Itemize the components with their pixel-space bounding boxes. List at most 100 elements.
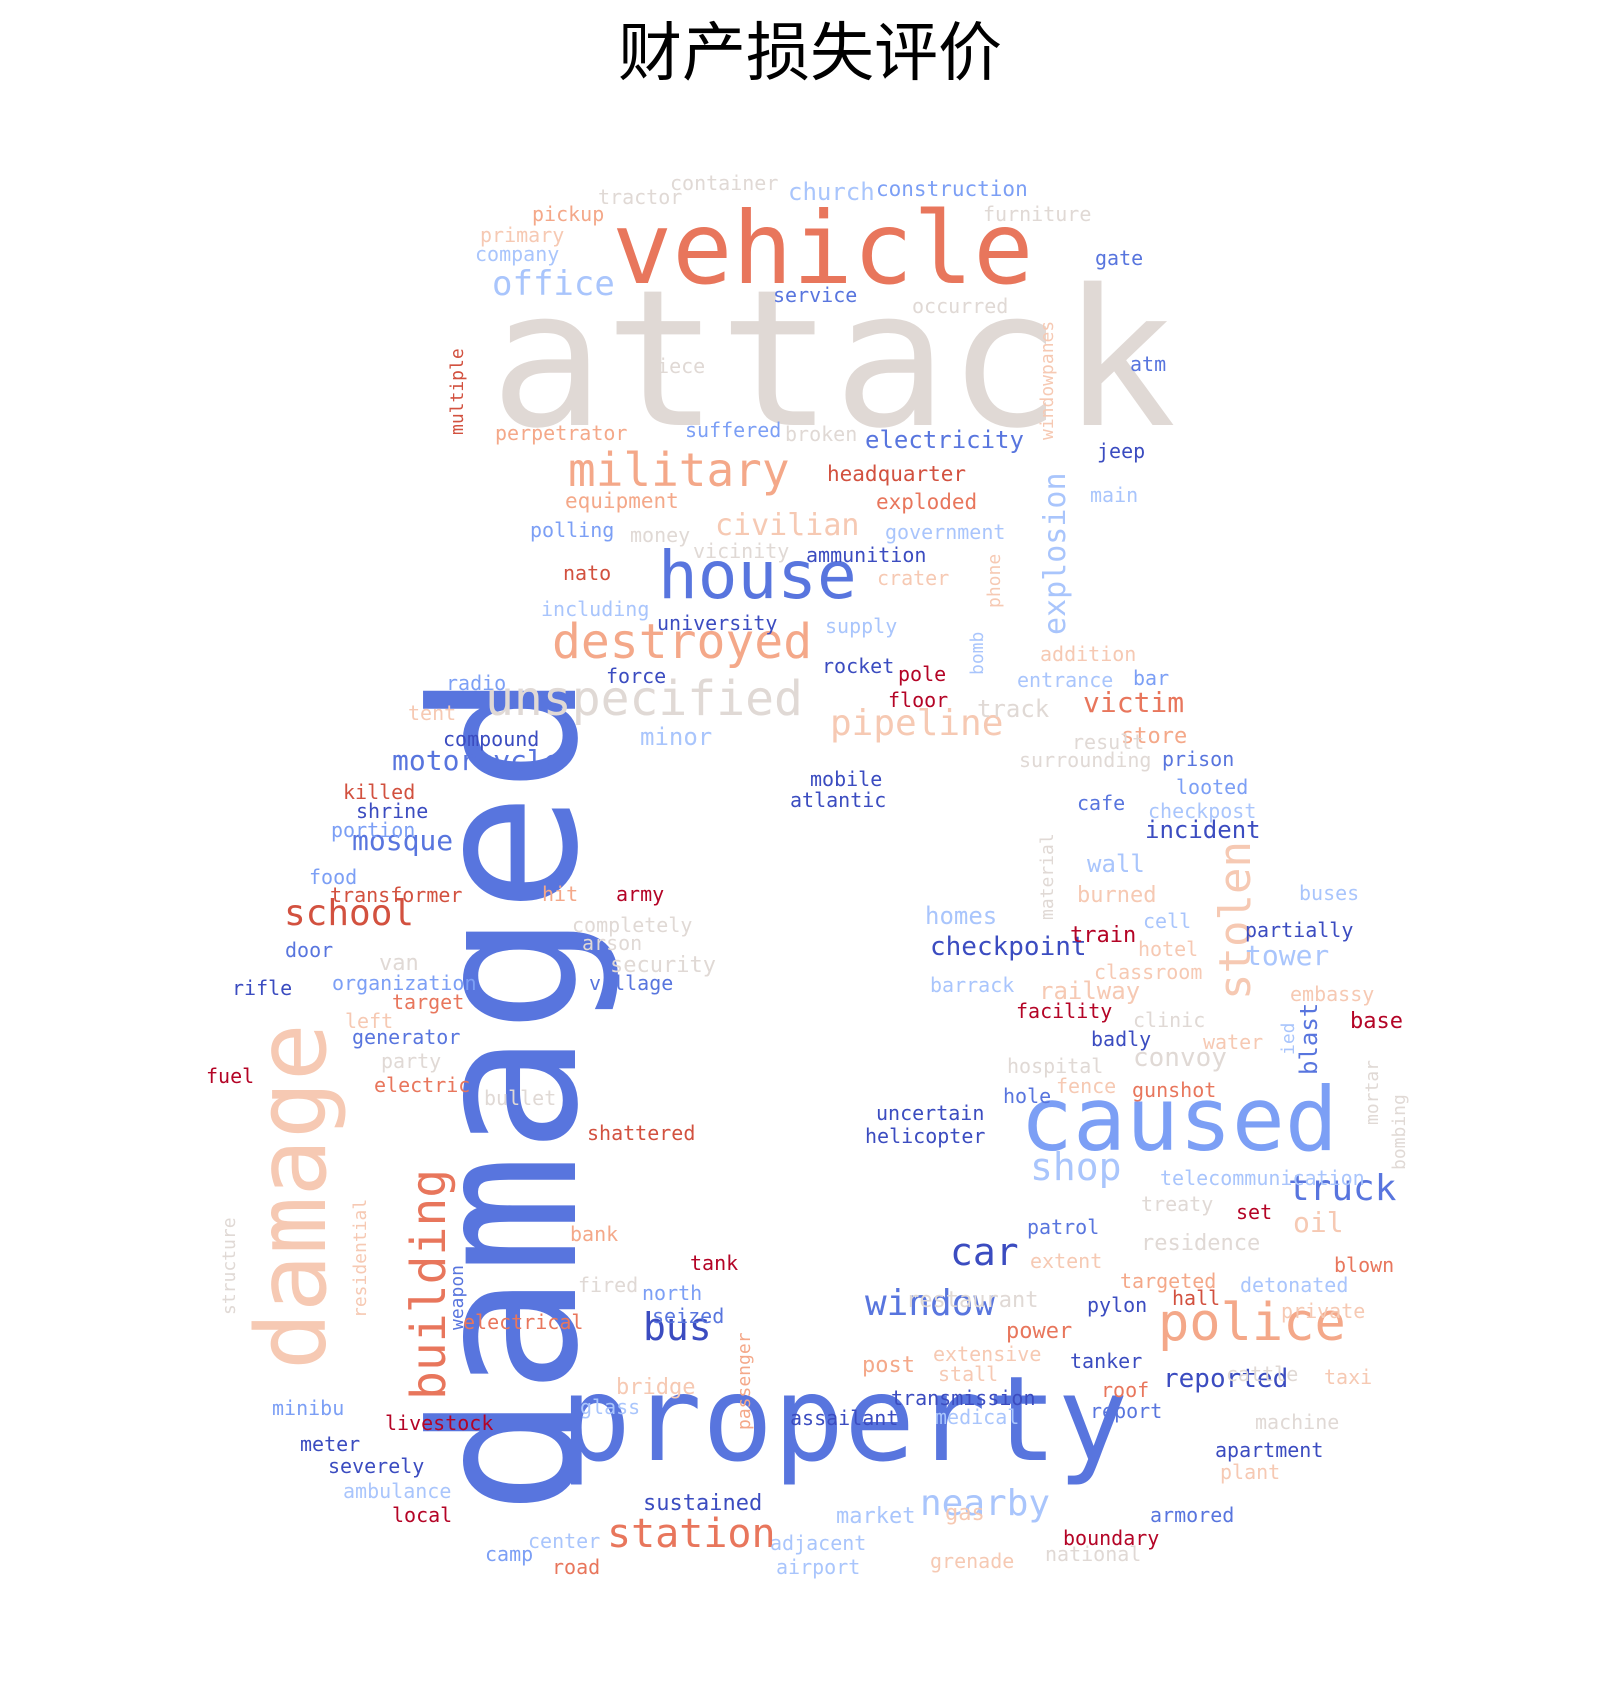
word-glass: glass [580, 1395, 640, 1419]
word-post: post [862, 1353, 915, 1378]
word-water: water [1203, 1030, 1263, 1054]
word-atlantic: atlantic [790, 788, 886, 812]
word-machine: machine [1255, 1410, 1339, 1434]
chart-title: 财产损失评价 [618, 17, 1002, 91]
word-headquarter: headquarter [827, 462, 966, 486]
word-village: village [589, 971, 673, 995]
word-tanker: tanker [1070, 1349, 1142, 1373]
word-transmission: transmission [891, 1386, 1036, 1410]
word-army: army [616, 882, 664, 906]
word-weapon: weapon [447, 1265, 468, 1330]
word-target: target [392, 990, 464, 1014]
word-result: result [1072, 730, 1144, 754]
word-nearby: nearby [920, 1483, 1050, 1524]
word-targeted: targeted [1120, 1269, 1216, 1293]
word-radio: radio [446, 671, 506, 695]
word-assailant: assailant [790, 1406, 898, 1430]
word-bar: bar [1133, 666, 1169, 690]
word-severely: severely [328, 1454, 424, 1478]
word-completely: completely [572, 913, 692, 937]
word-container: container [670, 171, 778, 195]
word-shrine: shrine [356, 799, 428, 823]
word-van: van [379, 951, 419, 976]
word-equipment: equipment [565, 489, 679, 513]
word-roof: roof [1101, 1378, 1149, 1402]
word-bus: bus [643, 1305, 712, 1349]
word-livestock: livestock [385, 1411, 493, 1435]
word-cafe: cafe [1077, 791, 1125, 815]
word-pipeline: pipeline [830, 703, 1003, 744]
word-electrical: electrical [463, 1310, 583, 1334]
word-phone: phone [984, 554, 1005, 608]
word-mosque: mosque [352, 824, 453, 857]
word-tent: tent [408, 701, 456, 725]
word-left: left [345, 1009, 393, 1033]
word-fence: fence [1056, 1074, 1116, 1098]
word-rocket: rocket [822, 654, 894, 678]
word-caused: caused [1020, 1068, 1338, 1171]
word-bomb: bomb [967, 632, 988, 675]
word-exploded: exploded [876, 490, 977, 514]
word-primary: primary [480, 223, 564, 247]
word-arson: arson [582, 931, 642, 955]
word-suffered: suffered [685, 418, 781, 442]
word-bridge: bridge [616, 1375, 695, 1400]
word-extensive: extensive [933, 1342, 1041, 1366]
word-multiple: multiple [447, 348, 468, 435]
word-hole: hole [1003, 1084, 1051, 1108]
word-shattered: shattered [587, 1121, 695, 1145]
word-homes: homes [925, 902, 997, 930]
word-residential: residential [350, 1199, 371, 1318]
word-armored: armored [1150, 1503, 1234, 1527]
word-ambulance: ambulance [343, 1479, 451, 1503]
word-damaged: damaged [390, 672, 623, 1515]
word-rifle: rifle [232, 976, 292, 1000]
word-floor: floor [888, 688, 948, 712]
word-office: office [492, 264, 615, 304]
word-window: window [865, 1283, 995, 1324]
word-property: property [560, 1350, 1128, 1488]
word-north: north [642, 1281, 702, 1305]
word-construction: construction [876, 177, 1028, 201]
word-incident: incident [1145, 816, 1261, 844]
word-detonated: detonated [1240, 1273, 1348, 1297]
word-service: service [773, 283, 857, 307]
word-power: power [1006, 1319, 1072, 1344]
word-security: security [610, 953, 716, 978]
word-bullet: bullet [484, 1086, 556, 1110]
word-ied: ied [1278, 1022, 1299, 1055]
word-victim: victim [1083, 686, 1184, 719]
word-hotel: hotel [1138, 937, 1198, 961]
word-truck: truck [1288, 1168, 1397, 1209]
word-clinic: clinic [1133, 1008, 1205, 1032]
word-piece: piece [645, 354, 705, 378]
word-motorcycle: motorcycle [392, 744, 561, 777]
word-station: station [607, 1511, 776, 1557]
word-electricity: electricity [865, 426, 1024, 454]
word-store: store [1121, 724, 1187, 749]
word-school: school [284, 893, 414, 934]
word-boundary: boundary [1063, 1526, 1159, 1550]
word-jeep: jeep [1097, 439, 1145, 463]
word-vicinity: vicinity [693, 539, 789, 563]
word-money: money [630, 523, 690, 547]
word-center: center [528, 1529, 600, 1553]
word-supply: supply [825, 614, 897, 638]
word-checkpoint: checkpoint [930, 932, 1087, 962]
word-hall: hall [1172, 1286, 1220, 1310]
word-gas: gas [945, 1501, 985, 1526]
word-badly: badly [1091, 1027, 1151, 1051]
word-track: track [977, 695, 1050, 723]
word-uncertain: uncertain [876, 1101, 984, 1125]
word-generator: generator [352, 1025, 460, 1049]
word-gunshot: gunshot [1132, 1078, 1216, 1102]
word-building: building [401, 1169, 457, 1400]
word-cattle: cattle [1226, 1362, 1298, 1386]
word-gate: gate [1095, 246, 1143, 270]
word-hit: hit [542, 882, 578, 906]
word-local: local [392, 1503, 452, 1527]
word-crater: crater [877, 566, 949, 590]
word-nato: nato [563, 561, 611, 585]
word-university: university [657, 611, 777, 635]
